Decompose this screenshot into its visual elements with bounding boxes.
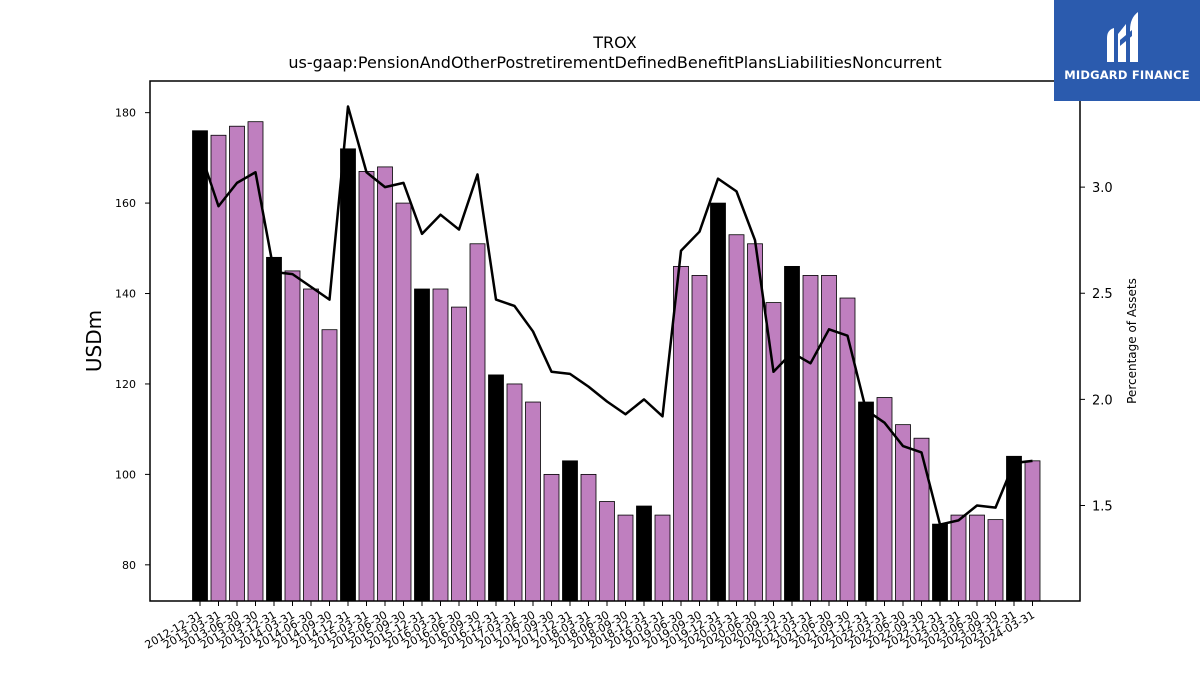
bar-2019-03-31 <box>654 514 671 602</box>
bar-2017-06-30 <box>525 401 541 602</box>
bar-2021-12-31 <box>858 401 874 602</box>
y-right-tick-label: 1.5 <box>1092 499 1113 514</box>
bar-2013-06-30 <box>229 125 245 602</box>
bar-2017-12-31 <box>562 460 578 602</box>
bar-2021-06-30 <box>821 275 837 602</box>
bar-2021-09-30 <box>839 297 856 602</box>
bar-2022-12-31 <box>932 523 948 602</box>
logo-text: MIDGARD FINANCE <box>1064 68 1190 82</box>
y-axis-label-right: Percentage of Assets <box>1125 278 1139 404</box>
chart-subtitle: us-gaap:PensionAndOtherPostretirementDef… <box>288 53 941 72</box>
bar-2020-06-30 <box>747 243 763 602</box>
bar-2015-06-30 <box>377 166 393 602</box>
plot-frame <box>149 80 1081 602</box>
y-tick-label: 80 <box>122 559 136 572</box>
bar-2023-06-30 <box>969 514 985 602</box>
bar-2012-12-31 <box>192 130 208 602</box>
bar-2023-09-30 <box>987 519 1004 602</box>
bar-2020-09-30 <box>765 302 782 602</box>
bar-2023-03-31 <box>950 514 967 602</box>
bar-2015-03-31 <box>358 171 375 602</box>
bar-2017-09-30 <box>543 473 560 602</box>
bar-2014-03-31 <box>284 270 301 602</box>
y-axis-label: USDm <box>82 310 106 372</box>
y-tick-label: 140 <box>115 288 136 301</box>
bar-2014-12-31 <box>340 148 356 602</box>
x-axis: 2012-12-312013-03-312013-06-302013-09-30… <box>143 601 1037 652</box>
bar-2019-12-31 <box>710 202 726 602</box>
bar-2020-12-31 <box>784 265 800 602</box>
y-axis-right: 1.5 2.0 2.5 3.0 <box>1080 181 1113 514</box>
y-tick-label: 160 <box>115 197 136 210</box>
bar-2016-06-30 <box>451 306 467 602</box>
midgard-finance-logo: MIDGARD FINANCE <box>1054 0 1200 101</box>
bar-2015-09-30 <box>395 202 412 602</box>
bar-2022-09-30 <box>913 437 930 602</box>
bar-2019-09-30 <box>691 275 708 602</box>
y-axis-left: 80 100 120 140 160 180 <box>115 107 150 572</box>
bar-2016-12-31 <box>488 374 504 602</box>
bar-2018-12-31 <box>636 505 652 602</box>
line-series <box>198 105 1033 526</box>
bar-2018-09-30 <box>617 514 634 602</box>
bar-2021-03-31 <box>802 275 819 602</box>
chart-title: TROX <box>592 33 636 52</box>
bar-2024-03-31 <box>1024 460 1041 602</box>
y-tick-label: 180 <box>115 107 136 120</box>
bar-2022-06-30 <box>895 424 911 602</box>
y-tick-label: 100 <box>115 468 136 481</box>
bar-2015-12-31 <box>414 288 430 602</box>
y-right-tick-label: 3.0 <box>1092 181 1113 196</box>
bar-2014-06-30 <box>303 288 319 602</box>
bar-2020-03-31 <box>728 234 745 602</box>
bar-2016-09-30 <box>469 243 486 602</box>
bar-2018-06-30 <box>599 501 615 602</box>
bar-2016-03-31 <box>432 288 449 602</box>
bar-series <box>192 121 1041 602</box>
y-tick-label: 120 <box>115 378 136 391</box>
bar-2017-03-31 <box>506 383 523 602</box>
bar-2013-12-31 <box>266 256 282 602</box>
bar-2018-03-31 <box>580 473 597 602</box>
bar-2013-09-30 <box>247 121 264 602</box>
bar-2014-09-30 <box>321 329 338 602</box>
logo-mark-icon <box>1107 12 1138 62</box>
bar-2019-06-30 <box>673 265 689 602</box>
y-right-tick-label: 2.0 <box>1092 393 1113 408</box>
y-right-tick-label: 2.5 <box>1092 287 1113 302</box>
